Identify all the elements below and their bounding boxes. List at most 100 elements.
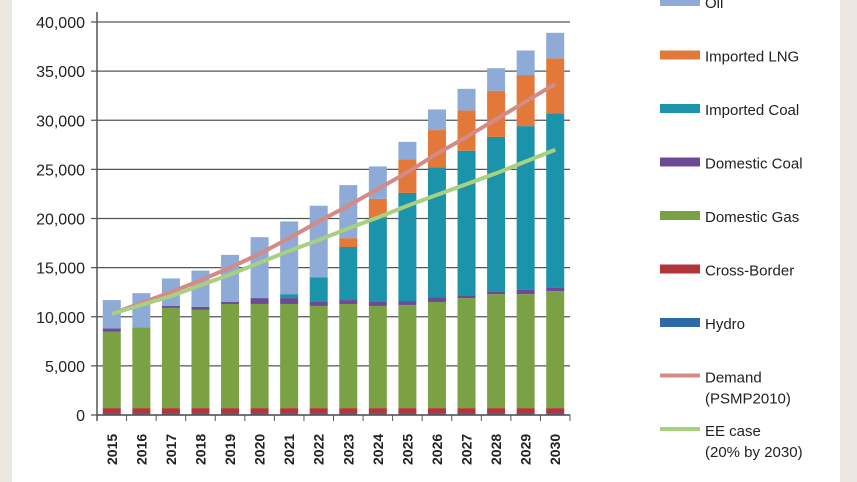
legend-item: EE case (20% by 2030) [660,423,803,461]
bar-imported-coal [280,294,299,299]
bar-domestic-gas [546,291,565,409]
y-tick-label: 35,000 [36,64,85,81]
bar-cross-border [309,408,328,414]
bar-oil [487,68,506,91]
legend-label: Imported Coal [705,102,799,119]
bar-imported-coal [516,126,535,290]
bar-oil [398,141,417,160]
bar-domestic-coal [161,305,180,308]
bar-domestic-coal [487,291,506,295]
legend-item: Cross-Border [660,263,794,280]
bar-domestic-coal [398,301,417,305]
y-tick-label: 0 [76,408,85,425]
x-tick-label: 2016 [133,434,149,465]
bar-imported-coal [339,246,358,301]
legend-label: Domestic Gas [705,209,799,226]
bar-domestic-coal [546,287,565,292]
bar-imported-lng [368,198,387,218]
bar-cross-border [102,408,121,414]
legend-label: Imported LNG [705,49,799,66]
bar-hydro [132,413,151,415]
bar-domestic-gas [280,303,299,409]
bar-imported-coal [457,150,476,296]
legend-label: (20% by 2030) [705,444,803,461]
bar-domestic-coal [102,328,121,332]
bar-oil [102,300,121,329]
bar-hydro [427,413,446,415]
bar-domestic-coal [280,298,299,304]
bar-domestic-gas [250,303,269,409]
bar-imported-lng [457,110,476,151]
bar-oil [516,50,535,76]
bar-imported-coal [368,217,387,303]
y-tick-label: 25,000 [36,162,85,179]
legend-item: Imported Coal [660,102,799,119]
bar-hydro [546,413,565,415]
bar-oil [546,32,565,59]
legend-label: EE case [705,423,761,440]
x-tick-label: 2030 [547,434,563,465]
bar-domestic-gas [102,331,121,409]
bar-domestic-gas [398,304,417,409]
bar-imported-coal [427,167,446,298]
bar-hydro [161,413,180,415]
bar-cross-border [191,408,210,414]
line-ee-case-20-by-2030- [111,147,556,316]
bar-domestic-gas [427,302,446,409]
bar-domestic-gas [221,303,240,409]
bar-hydro [221,413,240,415]
bar-imported-coal [546,113,565,288]
x-tick-label: 2019 [222,434,238,465]
bar-domestic-gas [516,294,535,409]
x-tick-label: 2023 [340,434,356,465]
bar-domestic-coal [221,302,240,304]
bar-hydro [339,413,358,415]
y-tick-label: 15,000 [36,261,85,278]
legend-item: Oil [660,0,723,12]
y-tick-label: 5,000 [45,359,85,376]
bar-cross-border [368,408,387,414]
legend-swatch [660,264,700,274]
bar-imported-lng [487,90,506,137]
bar-hydro [280,413,299,415]
y-tick-label: 10,000 [36,310,85,327]
bar-domestic-coal [339,300,358,304]
legend-swatch [660,0,700,6]
legend-swatch [660,50,700,60]
bar-imported-lng [339,238,358,247]
bar-imported-coal [487,136,506,292]
x-tick-label: 2028 [488,434,504,465]
bar-cross-border [516,408,535,414]
bar-hydro [309,413,328,415]
legend-label: (PSMP2010) [705,391,791,408]
bar-domestic-gas [161,307,180,409]
legend-label: Oil [705,0,723,12]
x-tick-label: 2027 [459,434,475,465]
bar-imported-coal [309,277,328,303]
legend-swatch [660,318,700,327]
bar-cross-border [487,408,506,414]
bar-hydro [368,413,387,415]
bar-oil [132,293,151,328]
legend-swatch [660,157,700,167]
y-tick-label: 20,000 [36,212,85,229]
legend-swatch [660,427,700,431]
bar-oil [457,88,476,111]
bar-hydro [516,413,535,415]
legend-label: Domestic Coal [705,156,803,173]
legend-item: Domestic Coal [660,156,803,173]
bar-domestic-gas [309,305,328,409]
bar-cross-border [339,408,358,414]
bar-domestic-coal [457,295,476,299]
x-tick-label: 2029 [518,434,534,465]
bar-hydro [250,413,269,415]
line-demand-psmp2010- [111,82,557,316]
x-tick-label: 2026 [429,434,445,465]
bar-domestic-gas [487,294,506,409]
bar-hydro [102,413,121,415]
bar-domestic-coal [191,306,210,310]
legend-item: Demand (PSMP2010) [660,370,791,408]
legend-item: Imported LNG [660,49,799,66]
x-tick-label: 2024 [370,434,386,465]
legend-swatch [660,211,700,220]
